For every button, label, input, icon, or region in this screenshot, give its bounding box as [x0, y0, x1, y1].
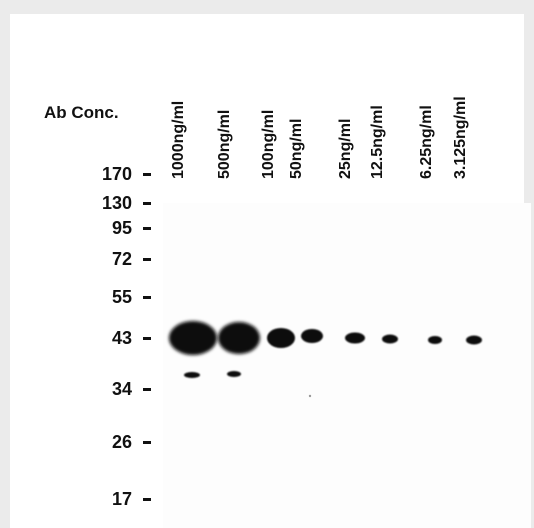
marker-label-34: 34 — [111, 379, 132, 399]
antibody-concentration-label: Ab Conc. — [44, 103, 119, 122]
blot-image — [169, 321, 482, 398]
marker-tick-34 — [143, 388, 151, 391]
band-36kda-lane-2 — [227, 371, 241, 377]
band-43kda-lane-7 — [428, 336, 442, 344]
band-43kda-lane-8 — [466, 335, 482, 345]
marker-tick-170 — [143, 173, 151, 176]
western-blot-membrane — [163, 203, 531, 528]
lane-label-3: 100ng/ml — [260, 109, 277, 179]
marker-tick-26 — [143, 441, 151, 444]
marker-label-170: 170 — [101, 164, 132, 184]
lane-label-5: 25ng/ml — [337, 118, 354, 179]
marker-label-26: 26 — [111, 432, 132, 452]
marker-label-17: 17 — [111, 489, 132, 509]
marker-tick-43 — [143, 337, 151, 340]
lane-label-7: 6.25ng/ml — [418, 105, 435, 179]
band-43kda-lane-5 — [345, 332, 365, 344]
lane-label-8: 3.125ng/ml — [452, 96, 469, 179]
band-43kda-lane-3 — [267, 328, 295, 348]
band-43kda-lane-4 — [301, 329, 323, 343]
marker-label-55: 55 — [111, 287, 132, 307]
marker-tick-17 — [143, 498, 151, 501]
band-43kda-lane-6 — [382, 334, 398, 344]
marker-label-95: 95 — [111, 218, 132, 238]
marker-tick-72 — [143, 258, 151, 261]
lane-label-2: 500ng/ml — [216, 109, 233, 179]
marker-tick-95 — [143, 227, 151, 230]
marker-label-130: 130 — [101, 193, 132, 213]
lane-label-4: 50ng/ml — [288, 118, 305, 179]
lane-label-1: 1000ng/ml — [170, 100, 187, 179]
lane-label-6: 12.5ng/ml — [369, 105, 386, 179]
band-43kda-lane-2 — [218, 322, 260, 354]
band-36kda-lane-1 — [184, 372, 200, 378]
marker-tick-130 — [143, 202, 151, 205]
figure-frame: Ab Conc. 1000ng/ml 500ng/ml 100ng/ml 50ng/m… — [10, 14, 531, 528]
marker-label-43: 43 — [111, 328, 132, 348]
membrane-speck — [308, 394, 312, 398]
band-43kda-lane-1 — [169, 321, 217, 355]
marker-tick-55 — [143, 296, 151, 299]
marker-label-72: 72 — [111, 249, 132, 269]
